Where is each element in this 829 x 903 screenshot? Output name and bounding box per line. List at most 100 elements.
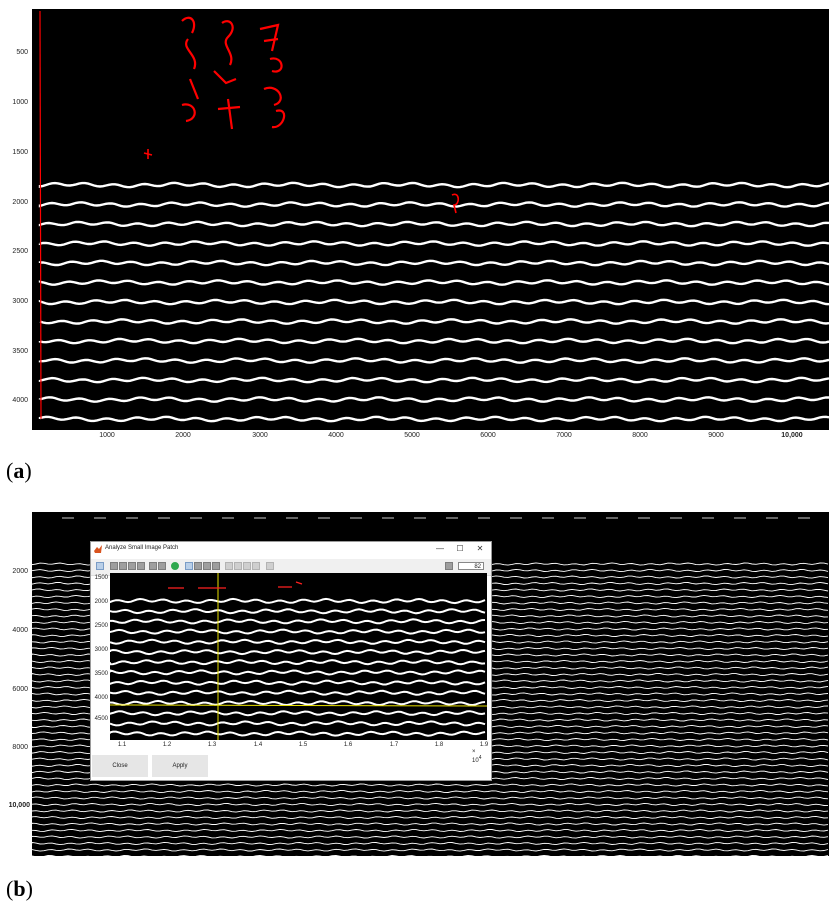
seismogram-trace <box>38 415 829 423</box>
refresh-icon[interactable] <box>171 562 179 570</box>
print-tool-icon[interactable] <box>119 562 127 570</box>
dialog-y-tick-label: 3000 <box>94 647 108 653</box>
zoom-in-icon[interactable] <box>225 562 233 570</box>
patch-plot-canvas <box>110 573 487 740</box>
copy-tool-icon[interactable] <box>137 562 145 570</box>
dialog-y-tick-label: 3500 <box>94 671 108 677</box>
dialog-y-tick-label: 4500 <box>94 716 108 722</box>
draw-line-icon[interactable] <box>185 562 193 570</box>
seismogram-trace <box>38 201 829 208</box>
data-cursor-icon[interactable] <box>266 562 274 570</box>
seismogram-trace <box>38 396 829 403</box>
seismogram-trace <box>110 597 486 605</box>
dialog-title-bar[interactable]: Analyze Small Image Patch — ☐ ✕ <box>91 542 491 558</box>
seismogram-trace <box>32 789 829 794</box>
seismogram-trace <box>32 822 829 826</box>
seismogram-trace <box>32 783 829 787</box>
dialog-x-tick-label: 1.3 <box>207 742 217 748</box>
handwritten-annotation-icon <box>451 193 460 214</box>
maximize-icon[interactable]: ☐ <box>456 544 464 553</box>
seismogram-trace <box>110 628 486 635</box>
selected-trace-line <box>110 704 487 707</box>
dialog-y-tick-label: 1500 <box>94 575 108 581</box>
pan-icon[interactable] <box>243 562 251 570</box>
caption-a-label: a <box>13 458 25 483</box>
seismogram-trace <box>38 376 829 384</box>
y-tick-label: 2000 <box>12 568 28 575</box>
x-tick-label: 5000 <box>404 432 420 439</box>
y-tick-label: 2500 <box>12 248 28 255</box>
export-tool-icon[interactable] <box>128 562 136 570</box>
seismogram-trace <box>110 669 486 676</box>
seismogram-trace <box>38 240 829 247</box>
x-tick-label: 8000 <box>632 432 648 439</box>
pointer-tool-icon[interactable] <box>96 562 104 570</box>
seismogram-trace <box>38 279 829 286</box>
save-tool-icon[interactable] <box>110 562 118 570</box>
close-button[interactable]: Close <box>92 755 148 777</box>
seismogram-trace <box>38 357 829 364</box>
seismogram-trace <box>32 809 829 813</box>
minimize-icon[interactable]: — <box>436 544 444 553</box>
zoom-level-field[interactable]: 82 <box>458 562 484 570</box>
y-tick-label: 3000 <box>12 298 28 305</box>
x-axis-multiplier: × 10 <box>472 749 479 764</box>
handwritten-annotation-icon <box>213 20 241 130</box>
x-tick-label: 2000 <box>175 432 191 439</box>
x-tick-label: 6000 <box>480 432 496 439</box>
x-tick-label: 9000 <box>708 432 724 439</box>
seismogram-trace <box>110 689 486 696</box>
seismogram-trace <box>32 796 829 800</box>
apply-button[interactable]: Apply <box>152 755 208 777</box>
x-tick-label: 4000 <box>328 432 344 439</box>
y-tick-label: 3500 <box>12 348 28 355</box>
dialog-y-tick-label: 2000 <box>94 599 108 605</box>
dialog-x-tick-label: 1.5 <box>298 742 308 748</box>
colormap-icon[interactable] <box>445 562 453 570</box>
y-tick-label: 8000 <box>12 744 28 751</box>
seismogram-trace <box>38 220 829 228</box>
patch-plot-area[interactable] <box>110 573 487 740</box>
time-mark-line <box>39 10 42 420</box>
hand-icon[interactable] <box>252 562 260 570</box>
dialog-x-tick-label: 1.8 <box>434 742 444 748</box>
caption-b-label: b <box>13 876 26 901</box>
zoom-fit-icon[interactable] <box>149 562 157 570</box>
palette-tool-icon[interactable] <box>212 562 220 570</box>
dialog-x-tick-label: 1.6 <box>343 742 353 748</box>
y-tick-label: 10,000 <box>8 802 30 809</box>
seismogram-trace <box>32 841 829 846</box>
seismogram-trace <box>110 730 486 737</box>
seismogram-trace <box>110 699 486 707</box>
layer-tool-icon[interactable] <box>203 562 211 570</box>
seismogram-trace <box>110 618 486 625</box>
close-icon[interactable]: ✕ <box>476 544 484 553</box>
seismogram-trace <box>38 298 829 306</box>
seismogram-image-a[interactable] <box>32 9 829 430</box>
annotation-marks <box>168 581 303 589</box>
seismogram-trace <box>32 828 829 833</box>
seismogram-canvas-a <box>38 10 829 423</box>
zoom-out-icon[interactable] <box>234 562 242 570</box>
seismogram-trace <box>32 802 829 807</box>
seismogram-trace <box>39 318 829 325</box>
dialog-x-tick-label: 1.1 <box>117 742 127 748</box>
fullscreen-icon[interactable] <box>158 562 166 570</box>
handwritten-annotation-icon <box>143 149 153 159</box>
seismogram-trace <box>32 848 829 852</box>
dialog-x-tick-label: 1.7 <box>389 742 399 748</box>
y-tick-label: 6000 <box>12 686 28 693</box>
caption-a: (a) <box>6 458 32 483</box>
x-tick-label: 3000 <box>252 432 268 439</box>
seismogram-trace <box>110 608 486 615</box>
y-tick-label: 4000 <box>12 627 28 634</box>
grid-tool-icon[interactable] <box>194 562 202 570</box>
matlab-icon <box>94 545 102 553</box>
y-tick-label: 1500 <box>12 149 28 156</box>
x-axis-exponent-value: 4 <box>478 755 482 761</box>
caption-b: (b) <box>6 876 33 901</box>
seismogram-trace <box>110 638 486 645</box>
x-tick-label: 1000 <box>99 432 115 439</box>
dialog-x-tick-label: 1.2 <box>162 742 172 748</box>
dialog-title: Analyze Small Image Patch <box>105 545 179 551</box>
